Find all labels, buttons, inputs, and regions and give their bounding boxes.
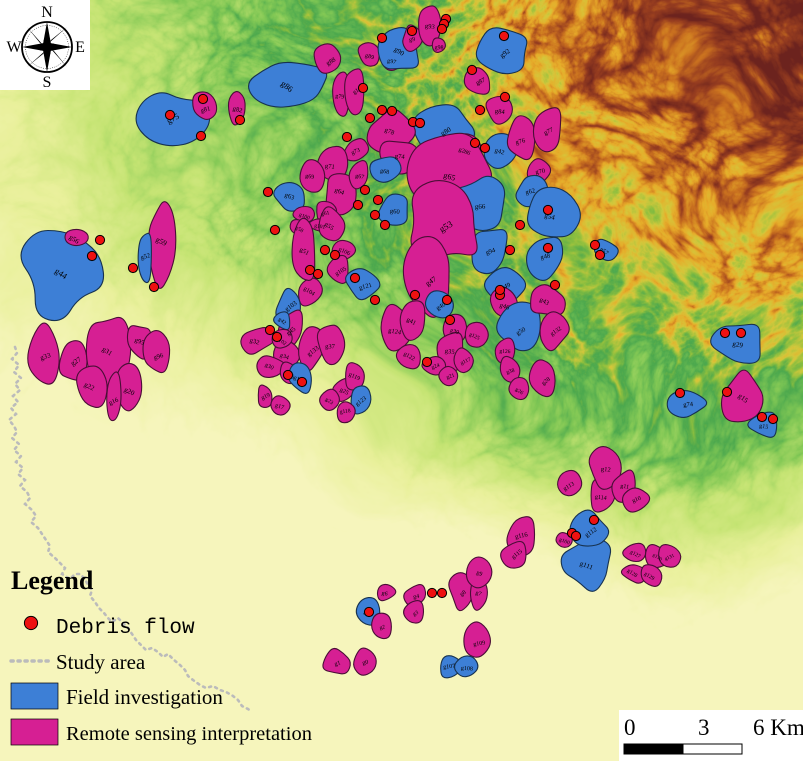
svg-text:g79: g79 [335, 94, 345, 101]
svg-text:W: W [6, 39, 22, 56]
svg-text:g6: g6 [381, 591, 388, 598]
svg-text:g4: g4 [413, 594, 420, 601]
svg-text:g108: g108 [461, 666, 473, 673]
svg-text:g71: g71 [325, 163, 336, 171]
svg-text:g74: g74 [683, 401, 694, 409]
svg-text:Legend: Legend [11, 566, 94, 595]
svg-text:g12: g12 [601, 466, 611, 474]
svg-text:N: N [41, 4, 53, 21]
svg-text:g74: g74 [395, 153, 406, 161]
svg-text:Study area: Study area [56, 650, 146, 674]
svg-text:Remote sensing interpretation: Remote sensing interpretation [66, 723, 312, 745]
svg-text:Debris flow: Debris flow [56, 617, 195, 640]
svg-text:3: 3 [698, 715, 710, 740]
svg-text:g66: g66 [475, 203, 486, 211]
svg-text:g9: g9 [409, 37, 416, 44]
svg-text:g35: g35 [444, 348, 455, 356]
svg-text:Field investigation: Field investigation [66, 685, 223, 709]
svg-text:E: E [75, 39, 85, 56]
svg-text:6 Km: 6 Km [753, 715, 803, 740]
svg-text:g93: g93 [425, 23, 436, 31]
svg-text:g0: g0 [362, 660, 369, 667]
svg-text:g84: g84 [494, 108, 505, 116]
svg-text:g107: g107 [443, 664, 456, 671]
svg-text:S: S [43, 74, 52, 91]
svg-text:g98: g98 [434, 45, 443, 51]
svg-text:g126: g126 [499, 349, 511, 356]
svg-text:0: 0 [624, 715, 636, 740]
svg-text:g60: g60 [390, 208, 401, 216]
svg-text:g37: g37 [325, 343, 336, 350]
